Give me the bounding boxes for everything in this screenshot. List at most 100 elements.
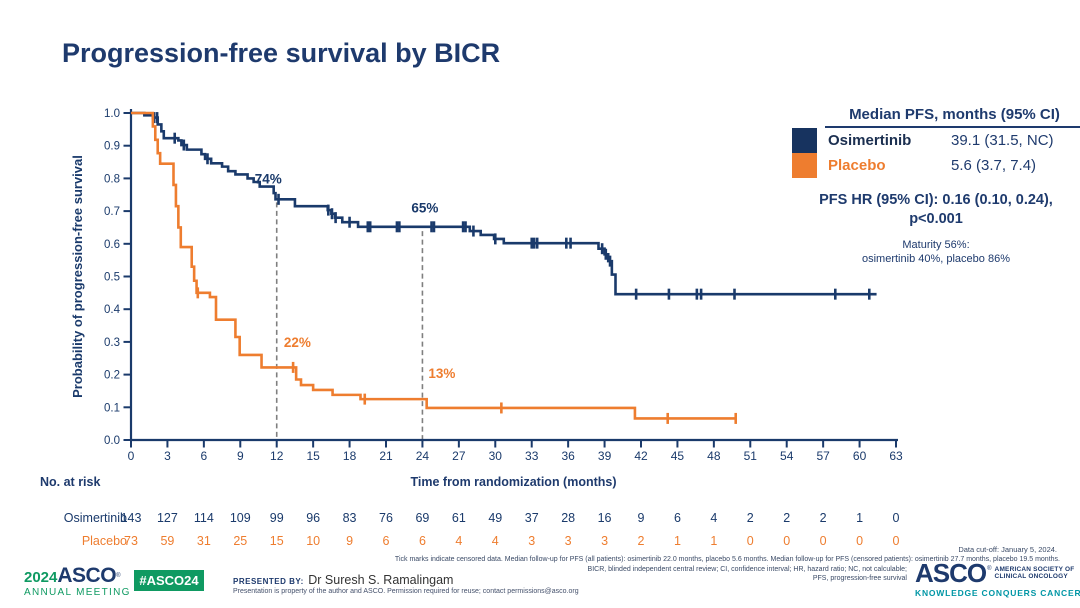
meeting-name: ANNUAL MEETING bbox=[24, 587, 131, 598]
legend-row-osimertinib: Osimertinib 39.1 (31.5, NC) bbox=[792, 128, 1080, 153]
svg-text:31: 31 bbox=[197, 534, 211, 548]
hr-line-2: p<0.001 bbox=[909, 211, 963, 227]
svg-text:54: 54 bbox=[780, 449, 794, 463]
svg-text:4: 4 bbox=[455, 534, 462, 548]
censor-ticks-placebo bbox=[196, 287, 738, 424]
svg-text:63: 63 bbox=[889, 449, 903, 463]
svg-text:2: 2 bbox=[783, 511, 790, 525]
svg-text:36: 36 bbox=[561, 449, 575, 463]
hr-line-1: PFS HR (95% CI): 0.16 (0.10, 0.24), bbox=[819, 192, 1053, 208]
svg-text:9: 9 bbox=[346, 534, 353, 548]
svg-text:0.7: 0.7 bbox=[104, 206, 120, 218]
svg-text:6: 6 bbox=[383, 534, 390, 548]
at-risk-header: No. at risk bbox=[40, 475, 101, 489]
svg-text:6: 6 bbox=[674, 511, 681, 525]
hr-stats-block: PFS HR (95% CI): 0.16 (0.10, 0.24), p<0.… bbox=[788, 191, 1080, 266]
svg-text:0: 0 bbox=[893, 534, 900, 548]
osimertinib-swatch bbox=[792, 128, 817, 153]
meeting-year: 2024 bbox=[24, 569, 58, 586]
svg-text:109: 109 bbox=[230, 511, 251, 525]
svg-text:Placebo: Placebo bbox=[82, 534, 127, 548]
svg-text:2: 2 bbox=[638, 534, 645, 548]
svg-text:59: 59 bbox=[160, 534, 174, 548]
annotation-22%: 22% bbox=[284, 335, 311, 350]
svg-text:0: 0 bbox=[128, 449, 135, 463]
svg-text:0: 0 bbox=[856, 534, 863, 548]
axes bbox=[129, 109, 898, 442]
svg-text:2: 2 bbox=[820, 511, 827, 525]
abbreviations-line-2: PFS, progression-free survival bbox=[812, 574, 907, 582]
presented-by-label: PRESENTED BY: bbox=[233, 577, 304, 586]
svg-text:15: 15 bbox=[306, 449, 320, 463]
svg-text:4: 4 bbox=[492, 534, 499, 548]
svg-text:12: 12 bbox=[270, 449, 284, 463]
svg-text:0.9: 0.9 bbox=[104, 141, 120, 153]
km-series-osimertinib bbox=[131, 111, 877, 300]
median-pfs-legend: Median PFS, months (95% CI) Osimertinib … bbox=[792, 106, 1080, 178]
legend-value-osimertinib: 39.1 (31.5, NC) bbox=[951, 132, 1054, 149]
abbreviations-footnote: BICR, blinded independent central review… bbox=[588, 566, 907, 583]
svg-text:76: 76 bbox=[379, 511, 393, 525]
svg-text:1.0: 1.0 bbox=[104, 108, 120, 120]
svg-text:2: 2 bbox=[747, 511, 754, 525]
svg-text:0.4: 0.4 bbox=[104, 304, 121, 316]
annotation-13%: 13% bbox=[428, 366, 455, 381]
asco-tagline: AMERICAN SOCIETY OF CLINICAL ONCOLOGY bbox=[994, 565, 1075, 581]
svg-text:0: 0 bbox=[783, 534, 790, 548]
reference-lines bbox=[275, 202, 424, 440]
svg-text:73: 73 bbox=[124, 534, 138, 548]
svg-text:3: 3 bbox=[164, 449, 171, 463]
svg-text:127: 127 bbox=[157, 511, 178, 525]
svg-text:0.8: 0.8 bbox=[104, 173, 120, 185]
x-axis-title: Time from randomization (months) bbox=[410, 475, 617, 489]
svg-text:48: 48 bbox=[707, 449, 721, 463]
censoring-footnote: Tick marks indicate censored data. Media… bbox=[394, 556, 1060, 563]
asco-wordmark: ASCO bbox=[915, 558, 987, 588]
svg-text:45: 45 bbox=[671, 449, 685, 463]
y-axis-title: Probability of progression-free survival bbox=[70, 155, 85, 398]
svg-text:0.3: 0.3 bbox=[104, 337, 120, 349]
svg-text:1: 1 bbox=[710, 534, 717, 548]
legend-label-placebo: Placebo bbox=[828, 157, 886, 174]
svg-text:114: 114 bbox=[194, 511, 214, 525]
svg-text:61: 61 bbox=[452, 511, 466, 525]
svg-text:10: 10 bbox=[306, 534, 320, 548]
svg-text:30: 30 bbox=[489, 449, 503, 463]
svg-text:28: 28 bbox=[561, 511, 575, 525]
svg-text:0.5: 0.5 bbox=[104, 272, 120, 284]
x-axis-ticks: 0 3 6 9 12 15 18 21 24 27 30 33 36 39 42 45 48 51 54 57 60 63 bbox=[128, 440, 903, 463]
svg-text:21: 21 bbox=[379, 449, 393, 463]
svg-text:1: 1 bbox=[674, 534, 681, 548]
svg-text:37: 37 bbox=[525, 511, 539, 525]
svg-text:9: 9 bbox=[638, 511, 645, 525]
svg-text:0.2: 0.2 bbox=[104, 370, 120, 382]
curve-annotations: 74% 65% 22% 13% bbox=[255, 171, 456, 381]
legend-label-osimertinib: Osimertinib bbox=[828, 132, 912, 149]
svg-text:27: 27 bbox=[452, 449, 466, 463]
km-curve-osimertinib bbox=[131, 111, 877, 296]
svg-text:16: 16 bbox=[598, 511, 612, 525]
svg-text:6: 6 bbox=[201, 449, 208, 463]
svg-text:39: 39 bbox=[598, 449, 612, 463]
y-axis-ticks: 0.0 0.1 0.2 0.3 0.4 0.5 0.6 0.7 0.8 0.9 1.0 bbox=[104, 108, 131, 447]
registered-mark-icon: ® bbox=[116, 573, 121, 579]
asco-society-logo: ASCO ® AMERICAN SOCIETY OF CLINICAL ONCO… bbox=[915, 558, 1080, 598]
km-curve-placebo bbox=[131, 111, 737, 420]
svg-text:18: 18 bbox=[343, 449, 357, 463]
svg-text:Osimertinib: Osimertinib bbox=[64, 511, 127, 525]
svg-text:33: 33 bbox=[525, 449, 539, 463]
asco-motto: KNOWLEDGE CONQUERS CANCER bbox=[915, 588, 1080, 598]
presenter-name: Dr Suresh S. Ramalingam bbox=[308, 573, 454, 587]
svg-text:99: 99 bbox=[270, 511, 284, 525]
svg-text:60: 60 bbox=[853, 449, 867, 463]
hashtag-badge: #ASCO24 bbox=[134, 570, 204, 591]
legend-row-placebo: Placebo 5.6 (3.7, 7.4) bbox=[792, 153, 1080, 178]
svg-text:51: 51 bbox=[744, 449, 758, 463]
svg-text:1: 1 bbox=[856, 511, 863, 525]
svg-text:96: 96 bbox=[306, 511, 320, 525]
data-cutoff-note: Data cut-off: January 5, 2024. bbox=[958, 545, 1057, 554]
svg-text:0: 0 bbox=[747, 534, 754, 548]
abbreviations-line-1: BICR, blinded independent central review… bbox=[587, 566, 907, 573]
